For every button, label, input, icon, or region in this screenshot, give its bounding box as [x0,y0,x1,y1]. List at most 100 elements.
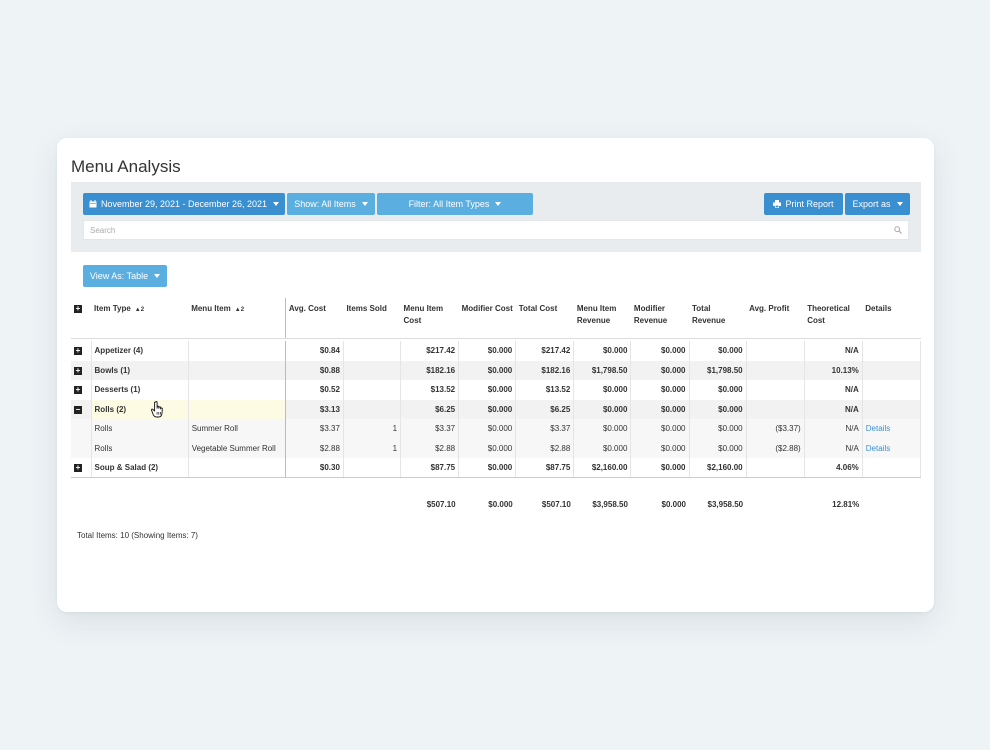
cell-total-revenue: $1,798.50 [689,360,747,380]
expand-toggle[interactable]: + [71,360,92,380]
table-row-child[interactable]: Rolls Vegetable Summer Roll $2.88 1 $2.8… [71,438,922,458]
calendar-icon [89,200,97,208]
cell-modifier-revenue: $0.000 [630,458,690,478]
cell-total-revenue: $0.000 [689,419,747,439]
col-item-type-label: Item Type [94,304,131,313]
cell-menu-item-cost: $13.52 [400,380,460,400]
expand-toggle[interactable]: + [71,458,92,478]
sort-asc-icon: ▲2 [234,307,245,313]
print-report-button[interactable]: Print Report [764,193,843,215]
col-total-revenue[interactable]: Total Revenue [689,298,747,339]
cell-items-sold: 1 [343,438,402,458]
cell-details [862,458,922,478]
col-theoretical-cost[interactable]: Theoretical Cost [804,298,863,339]
sort-asc-icon: ▲2 [134,307,145,313]
plus-icon: + [74,346,82,356]
view-as-dropdown[interactable]: View As: Table [83,265,167,287]
cell-theoretical-cost: N/A [804,399,863,419]
cell-menu-item [188,399,286,419]
table-row[interactable]: + Desserts (1) $0.52 $13.52 $0.000 $13.5… [71,380,922,400]
total-total-revenue: $3,958.50 [707,500,744,509]
total-menu-item-revenue: $3,958.50 [592,500,628,509]
cell-details [862,380,922,400]
cell-theoretical-cost: 4.06% [804,458,863,478]
details-link[interactable]: Details [865,424,891,434]
search-box [83,220,909,240]
cell-menu-item [188,458,286,478]
plus-icon: + [74,462,82,472]
table-row[interactable]: + Appetizer (4) $0.84 $217.42 $0.000 $21… [71,341,922,361]
col-modifier-cost[interactable]: Modifier Cost [458,298,516,339]
table-row[interactable]: + Soup & Salad (2) $0.30 $87.75 $0.000 $… [71,458,922,478]
minus-icon: − [74,404,82,414]
col-details: Details [862,298,921,339]
cell-items-sold [343,399,402,419]
cell-theoretical-cost: N/A [804,341,863,361]
cell-modifier-revenue: $0.000 [630,399,690,419]
cell-menu-item-cost: $182.16 [400,360,460,380]
cell-total-revenue: $2,160.00 [689,458,747,478]
search-icon[interactable] [894,226,902,234]
col-menu-item-revenue[interactable]: Menu Item Revenue [573,298,631,339]
expand-toggle[interactable]: + [71,341,92,361]
collapse-toggle[interactable]: − [71,399,92,419]
menu-analysis-table: + Item Type ▲2 Menu Item ▲2 Avg. Cost Item… [71,298,922,509]
cell-modifier-revenue: $0.000 [630,438,690,458]
cell-details [862,399,922,419]
cell-total-cost: $87.75 [515,458,575,478]
cell-total-cost: $2.88 [515,438,575,458]
filter-label: Filter: All Item Types [408,199,490,209]
cell-total-cost: $182.16 [515,360,575,380]
col-modifier-revenue[interactable]: Modifier Revenue [630,298,689,339]
cell-avg-cost: $0.84 [285,341,344,361]
col-items-sold[interactable]: Items Sold [343,298,401,339]
printer-icon [773,200,782,208]
details-link[interactable]: Details [865,443,891,453]
cell-avg-cost: $0.30 [285,458,344,478]
table-row-expanded[interactable]: − Rolls (2) $3.13 $6.25 $0.000 $6.25 $0.… [71,399,922,419]
cell-total-cost: $13.52 [515,380,575,400]
search-input[interactable] [90,225,894,235]
expand-toggle[interactable]: + [71,380,92,400]
expand-all-toggle[interactable]: + [71,298,92,339]
col-menu-item-label: Menu Item [191,304,231,313]
export-dropdown[interactable]: Export as [845,193,910,215]
cell-item-type: Soup & Salad (2) [91,458,189,478]
filter-item-types-dropdown[interactable]: Filter: All Item Types [377,193,533,215]
col-avg-cost[interactable]: Avg. Cost [285,298,344,339]
cell-menu-item: Vegetable Summer Roll [188,438,286,458]
cell-menu-item-revenue: $0.000 [573,380,632,400]
chevron-down-icon [154,274,161,278]
cell-menu-item [188,341,286,361]
cell-items-sold [343,341,402,361]
cell-total-revenue: $0.000 [689,399,747,419]
total-theoretical-cost: 12.81% [832,500,860,509]
cell-item-type: Appetizer (4) [91,341,189,361]
col-menu-item[interactable]: Menu Item ▲2 [188,298,286,339]
date-range-button[interactable]: November 29, 2021 - December 26, 2021 [83,193,285,215]
table-row-child[interactable]: Rolls Summer Roll $3.37 1 $3.37 $0.000 $… [71,419,922,439]
table-header-row: + Item Type ▲2 Menu Item ▲2 Avg. Cost Item… [71,298,921,339]
report-toolbar: November 29, 2021 - December 26, 2021 Sh… [71,182,921,252]
cell-theoretical-cost: N/A [804,419,863,439]
cell-menu-item [188,360,286,380]
cell-menu-item-revenue: $2,160.00 [573,458,632,478]
cell-total-cost: $217.42 [515,341,575,361]
col-item-type[interactable]: Item Type ▲2 [91,298,189,339]
cell-menu-item-cost: $3.37 [400,419,460,439]
chevron-down-icon [361,202,368,206]
menu-analysis-card: Menu Analysis November 29, 2021 - Decemb… [57,138,934,612]
cell-modifier-cost: $0.000 [458,438,517,458]
cell-menu-item-revenue: $0.000 [573,438,632,458]
total-items-count: Total Items: 10 (Showing Items: 7) [77,531,198,540]
col-menu-item-cost[interactable]: Menu Item Cost [400,298,459,339]
col-avg-profit[interactable]: Avg. Profit [746,298,805,339]
cell-avg-profit [746,360,805,380]
show-items-dropdown[interactable]: Show: All Items [287,193,375,215]
cell-avg-profit: ($2.88) [746,438,805,458]
cell-avg-cost: $0.52 [285,380,344,400]
cell-menu-item-revenue: $1,798.50 [573,360,632,380]
table-row[interactable]: + Bowls (1) $0.88 $182.16 $0.000 $182.16… [71,360,922,380]
col-total-cost[interactable]: Total Cost [515,298,574,339]
chevron-down-icon [495,202,502,206]
